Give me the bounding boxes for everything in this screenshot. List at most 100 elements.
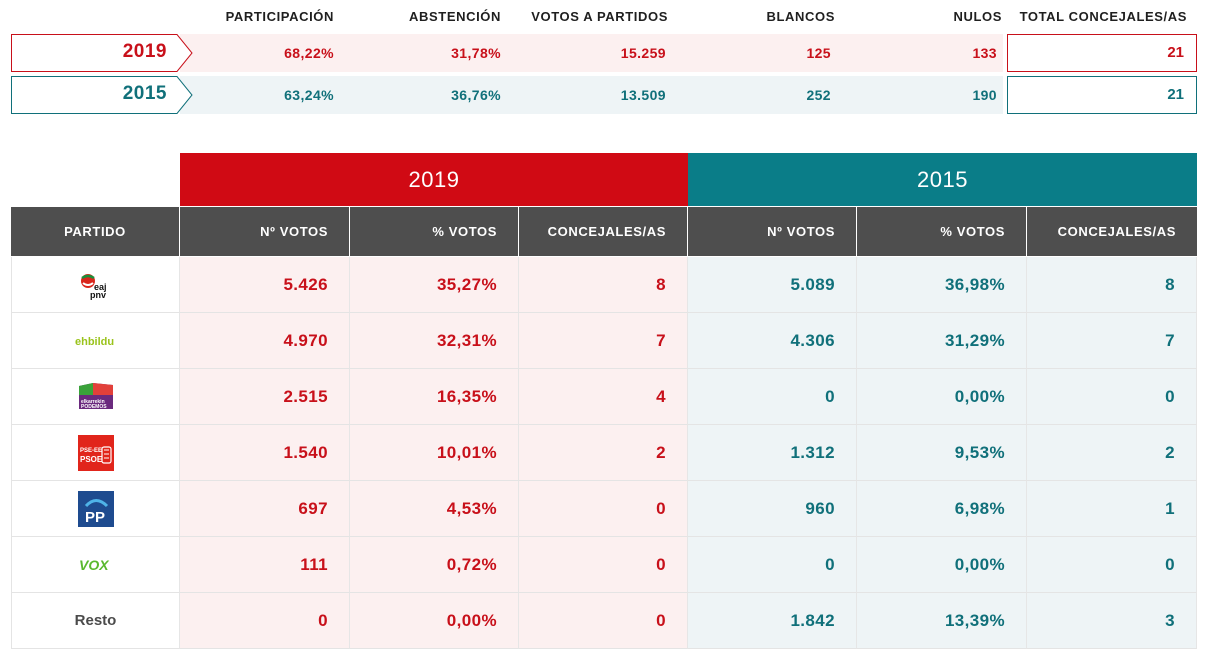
- svg-text:pnv: pnv: [90, 290, 106, 300]
- votos-2019: 111: [180, 537, 350, 593]
- year-label-2019: 2019: [122, 41, 167, 62]
- col-concejales-2019: CONCEJALES/AS: [519, 207, 688, 256]
- eaj-pnv-logo: eaj pnv: [80, 273, 107, 300]
- votos-2019: 5.426: [180, 257, 350, 313]
- pct-2015: 6,98%: [857, 481, 1027, 537]
- svg-text:eaj: eaj: [94, 282, 107, 292]
- summary-band-2015: [180, 76, 1003, 114]
- abstencion-2015: 36,76%: [451, 87, 501, 103]
- concejales-2015: 0: [1027, 537, 1197, 593]
- concejales-2019: 2: [519, 425, 688, 481]
- concejales-2019: 0: [519, 537, 688, 593]
- svg-text:PODEMOS: PODEMOS: [81, 404, 107, 410]
- blancos-2019: 125: [806, 45, 831, 61]
- table-row: VOX 111 0,72% 0 0 0,00% 0: [11, 537, 1197, 593]
- concejales-2015: 7: [1027, 313, 1197, 369]
- year-header-2019: 2019: [180, 153, 688, 206]
- total-concejales-2019: 21: [1167, 44, 1184, 61]
- votos-2015: 5.089: [688, 257, 857, 313]
- arrow-tag-shape: [11, 34, 193, 72]
- total-concejales-box-2019: 21: [1007, 34, 1197, 72]
- pct-2015: 13,39%: [857, 593, 1027, 649]
- header-abstencion: ABSTENCIÓN: [409, 9, 501, 24]
- svg-text:elkarrekin: elkarrekin: [81, 399, 105, 405]
- nulos-2019: 133: [972, 45, 997, 61]
- concejales-2019: 0: [519, 593, 688, 649]
- party-cell: elkarrekin PODEMOS: [11, 369, 180, 425]
- year-tag-2019: 2019: [11, 34, 193, 72]
- svg-text:PSOE: PSOE: [80, 455, 103, 464]
- svg-text:PSE-EE: PSE-EE: [80, 448, 102, 454]
- header-participacion: PARTICIPACIÓN: [225, 9, 334, 24]
- col-concejales-2015: CONCEJALES/AS: [1057, 224, 1176, 239]
- abstencion-2019: 31,78%: [451, 45, 501, 61]
- table-row: PP 697 4,53% 0 960 6,98% 1: [11, 481, 1197, 537]
- pct-2019: 4,53%: [350, 481, 519, 537]
- header-votos-partidos: VOTOS A PARTIDOS: [531, 9, 668, 24]
- votos-2015: 1.312: [688, 425, 857, 481]
- vox-logo: VOX: [79, 557, 110, 573]
- votos-2015: 960: [688, 481, 857, 537]
- concejales-2015: 0: [1027, 369, 1197, 425]
- votos-2015: 1.842: [688, 593, 857, 649]
- votos-partidos-2019: 15.259: [620, 45, 666, 61]
- summary-band-2019: [180, 34, 1003, 72]
- col-votos-2019: Nº VOTOS: [180, 207, 350, 256]
- party-cell: PSE-EE PSOE: [11, 425, 180, 481]
- header-blancos: BLANCOS: [766, 9, 835, 24]
- svg-text:VOX: VOX: [79, 557, 110, 573]
- pct-2019: 0,72%: [350, 537, 519, 593]
- party-cell: VOX: [11, 537, 180, 593]
- summary-row-2019: 2019 68,22% 31,78% 15.259 125 133 21: [0, 34, 1207, 72]
- table-row: eaj pnv 5.426 35,27% 8 5.089 36,98% 8: [11, 257, 1197, 313]
- pct-2019: 10,01%: [350, 425, 519, 481]
- participacion-2015: 63,24%: [284, 87, 334, 103]
- votos-partidos-2015: 13.509: [620, 87, 666, 103]
- votos-2019: 0: [180, 593, 350, 649]
- pct-2015: 0,00%: [857, 369, 1027, 425]
- table-row: Resto 0 0,00% 0 1.842 13,39% 3: [11, 593, 1197, 649]
- col-pct-2015: % VOTOS: [857, 207, 1027, 256]
- col-partido: PARTIDO: [11, 207, 180, 256]
- pct-2019: 35,27%: [350, 257, 519, 313]
- arrow-tag-shape: [11, 76, 193, 114]
- pct-2015: 9,53%: [857, 425, 1027, 481]
- pct-2015: 36,98%: [857, 257, 1027, 313]
- party-cell: ehbildu: [11, 313, 180, 369]
- pct-2019: 0,00%: [350, 593, 519, 649]
- year-header-2015: 2015: [688, 153, 1197, 206]
- concejales-2015: 3: [1027, 593, 1197, 649]
- pct-2015: 31,29%: [857, 313, 1027, 369]
- total-concejales-2015: 21: [1167, 86, 1184, 103]
- elkarrekin-podemos-logo: elkarrekin PODEMOS: [78, 382, 113, 410]
- pse-psoe-logo: PSE-EE PSOE: [77, 434, 114, 471]
- header-nulos: NULOS: [953, 9, 1002, 24]
- party-cell: eaj pnv: [11, 257, 180, 313]
- year-label-2015: 2015: [122, 83, 167, 104]
- pct-2019: 16,35%: [350, 369, 519, 425]
- table-row: elkarrekin PODEMOS 2.515 16,35% 4 0 0,00…: [11, 369, 1197, 425]
- table-row: ehbildu 4.970 32,31% 7 4.306 31,29% 7: [11, 313, 1197, 369]
- votos-2015: 4.306: [688, 313, 857, 369]
- col-pct-2019: % VOTOS: [350, 207, 519, 256]
- votos-2019: 697: [180, 481, 350, 537]
- party-cell: PP: [11, 481, 180, 537]
- svg-text:PP: PP: [85, 509, 105, 526]
- nulos-2015: 190: [972, 87, 997, 103]
- party-cell: Resto: [11, 593, 180, 649]
- summary-row-2015: 2015 63,24% 36,76% 13.509 252 190 21: [0, 76, 1207, 114]
- concejales-2019: 0: [519, 481, 688, 537]
- results-column-header: PARTIDO Nº VOTOS % VOTOS CONCEJALES/AS N…: [11, 207, 1197, 256]
- votos-2019: 2.515: [180, 369, 350, 425]
- pct-2019: 32,31%: [350, 313, 519, 369]
- pp-logo: PP: [77, 490, 114, 527]
- party-name-resto: Resto: [74, 612, 117, 629]
- total-concejales-box-2015: 21: [1007, 76, 1197, 114]
- concejales-2019: 8: [519, 257, 688, 313]
- svg-text:ehbildu: ehbildu: [75, 336, 114, 348]
- table-row: PSE-EE PSOE 1.540 10,01% 2 1.312 9,53% 2: [11, 425, 1197, 481]
- votos-2019: 1.540: [180, 425, 350, 481]
- blancos-2015: 252: [806, 87, 831, 103]
- col-votos-2015: Nº VOTOS: [688, 207, 857, 256]
- concejales-2015: 2: [1027, 425, 1197, 481]
